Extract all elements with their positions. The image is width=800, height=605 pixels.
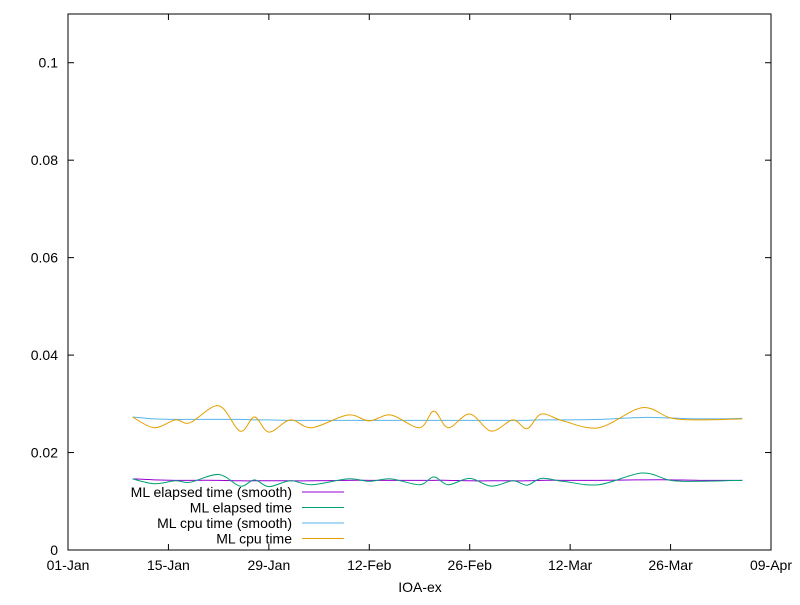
legend-label: ML elapsed time (smooth) [131, 484, 292, 500]
y-tick-label: 0.02 [31, 445, 58, 461]
x-tick-label: 26-Mar [648, 557, 693, 573]
legend-label: ML cpu time [216, 531, 292, 547]
x-axis-label: IOA-ex [398, 579, 442, 595]
x-tick-label: 01-Jan [47, 557, 90, 573]
plot-border [67, 13, 772, 551]
x-tick-label: 15-Jan [147, 557, 190, 573]
x-tick-label: 12-Mar [548, 557, 593, 573]
series-line-1 [132, 472, 743, 488]
legend-label: ML cpu time (smooth) [157, 515, 292, 531]
series-line-3 [132, 405, 743, 433]
y-tick-label: 0.04 [31, 347, 58, 363]
x-tick-label: 09-Apr [750, 557, 792, 573]
legend-label: ML elapsed time [190, 500, 292, 516]
y-tick-label: 0 [50, 542, 58, 558]
y-tick-label: 0.08 [31, 152, 58, 168]
series-line-2 [132, 416, 743, 421]
y-tick-label: 0.06 [31, 250, 58, 266]
x-tick-label: 12-Feb [347, 557, 392, 573]
x-tick-label: 29-Jan [247, 557, 290, 573]
x-tick-label: 26-Feb [448, 557, 493, 573]
y-tick-label: 0.1 [39, 55, 59, 71]
series-line-0 [132, 478, 743, 482]
